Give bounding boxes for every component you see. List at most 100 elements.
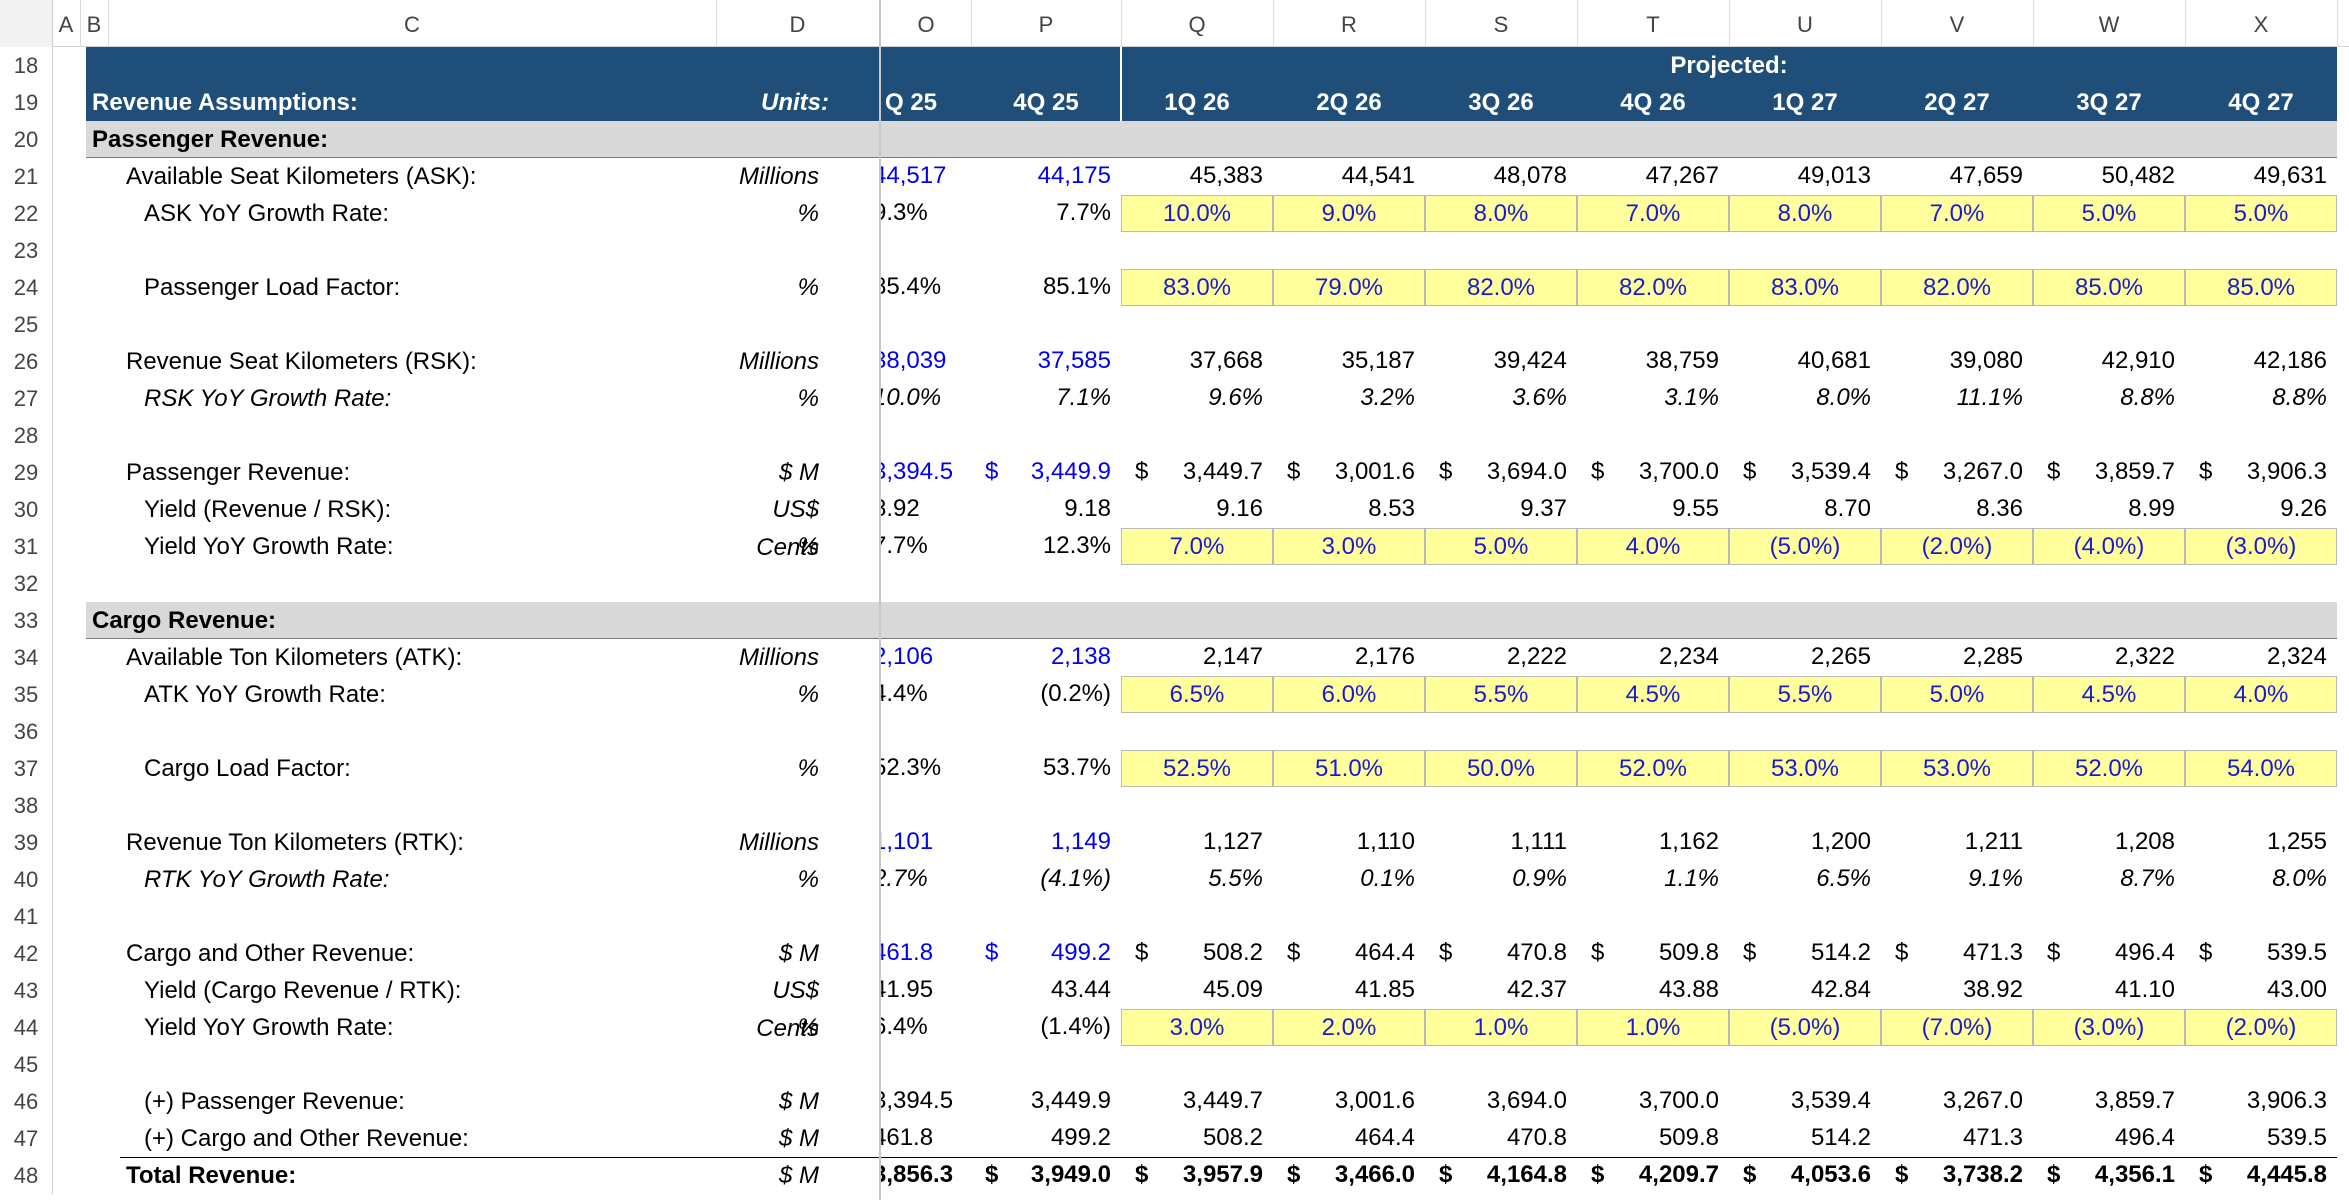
input-cell[interactable]: 1.0% [1577,1009,1729,1046]
input-cell[interactable]: 10.0% [1121,195,1273,232]
cell-value: 3,449.7 [1182,1087,1263,1114]
input-cell[interactable]: 2.0% [1273,1009,1425,1046]
input-cell[interactable]: 5.0% [2185,195,2337,232]
row-number-43[interactable]: 43 [0,972,53,1009]
column-header-x[interactable]: X [2185,0,2338,47]
column-header-w[interactable]: W [2033,0,2186,47]
row-number-26[interactable]: 26 [0,343,53,380]
row-number-47[interactable]: 47 [0,1120,53,1157]
row-number-23[interactable]: 23 [0,232,53,269]
cell-value: 3.2% [1360,384,1415,411]
row-number-45[interactable]: 45 [0,1046,53,1083]
input-cell[interactable]: 52.0% [1577,750,1729,787]
input-cell[interactable]: (7.0%) [1881,1009,2033,1046]
input-cell[interactable]: (2.0%) [2185,1009,2337,1046]
input-cell[interactable]: 6.5% [1121,676,1273,713]
input-cell[interactable]: 54.0% [2185,750,2337,787]
row-number-33[interactable]: 33 [0,602,53,639]
input-cell[interactable]: (4.0%) [2033,528,2185,565]
input-cell[interactable]: (2.0%) [1881,528,2033,565]
row-number-31[interactable]: 31 [0,528,53,565]
value-cell: 10.0% [881,380,971,417]
row-number-28[interactable]: 28 [0,417,53,454]
input-cell[interactable]: 6.0% [1273,676,1425,713]
column-header-b[interactable]: B [80,0,109,47]
row-number-24[interactable]: 24 [0,269,53,306]
row-number-21[interactable]: 21 [0,158,53,195]
column-header-a[interactable]: A [52,0,81,47]
input-cell[interactable]: 83.0% [1729,269,1881,306]
input-cell[interactable]: 5.5% [1729,676,1881,713]
input-cell[interactable]: 5.5% [1425,676,1577,713]
input-cell[interactable]: 50.0% [1425,750,1577,787]
input-cell[interactable]: 3.0% [1121,1009,1273,1046]
input-cell[interactable]: 1.0% [1425,1009,1577,1046]
input-cell[interactable]: 4.5% [2033,676,2185,713]
input-cell[interactable]: (5.0%) [1729,528,1881,565]
row-number-34[interactable]: 34 [0,639,53,676]
column-header-q[interactable]: Q [1121,0,1274,47]
input-cell[interactable]: 85.0% [2185,269,2337,306]
row-number-36[interactable]: 36 [0,713,53,750]
column-header-v[interactable]: V [1881,0,2034,47]
column-header-t[interactable]: T [1577,0,1730,47]
input-cell[interactable]: 82.0% [1577,269,1729,306]
input-cell[interactable]: 9.0% [1273,195,1425,232]
input-cell[interactable]: 79.0% [1273,269,1425,306]
column-header-p[interactable]: P [971,0,1122,47]
input-cell[interactable]: 53.0% [1881,750,2033,787]
input-cell[interactable]: 5.0% [1881,676,2033,713]
column-header-u[interactable]: U [1729,0,1882,47]
column-header-r[interactable]: R [1273,0,1426,47]
row-number-37[interactable]: 37 [0,750,53,787]
cell-value: 50,482 [2101,162,2175,189]
input-cell[interactable]: 4.0% [1577,528,1729,565]
input-cell[interactable]: 3.0% [1273,528,1425,565]
row-number-32[interactable]: 32 [0,565,53,602]
column-header-c[interactable]: C [108,0,717,47]
row-number-41[interactable]: 41 [0,898,53,935]
column-header-o[interactable]: O [881,0,972,47]
input-cell[interactable]: 8.0% [1425,195,1577,232]
row-number-19[interactable]: 19 [0,84,53,121]
input-cell[interactable]: (5.0%) [1729,1009,1881,1046]
row-number-30[interactable]: 30 [0,491,53,528]
row-number-20[interactable]: 20 [0,121,53,158]
input-cell[interactable]: 52.5% [1121,750,1273,787]
input-cell[interactable]: 8.0% [1729,195,1881,232]
input-cell[interactable]: 53.0% [1729,750,1881,787]
row-number-18[interactable]: 18 [0,47,53,84]
input-cell[interactable]: 82.0% [1881,269,2033,306]
row-number-48[interactable]: 48 [0,1157,53,1194]
input-cell[interactable]: (3.0%) [2185,528,2337,565]
input-cell[interactable]: 52.0% [2033,750,2185,787]
input-cell[interactable]: 7.0% [1121,528,1273,565]
row-number-27[interactable]: 27 [0,380,53,417]
row-number-38[interactable]: 38 [0,787,53,824]
row-number-42[interactable]: 42 [0,935,53,972]
column-header-s[interactable]: S [1425,0,1578,47]
input-cell[interactable]: 85.0% [2033,269,2185,306]
row-number-22[interactable]: 22 [0,195,53,232]
row-number-39[interactable]: 39 [0,824,53,861]
input-cell[interactable]: (3.0%) [2033,1009,2185,1046]
dollar-sign: $ [1439,458,1453,485]
input-cell[interactable]: 7.0% [1881,195,2033,232]
cell-value: 8.8% [2120,384,2175,411]
select-all-corner[interactable] [0,0,53,47]
row-number-46[interactable]: 46 [0,1083,53,1120]
input-cell[interactable]: 4.5% [1577,676,1729,713]
input-cell[interactable]: 82.0% [1425,269,1577,306]
input-cell[interactable]: 5.0% [2033,195,2185,232]
input-cell[interactable]: 51.0% [1273,750,1425,787]
row-number-40[interactable]: 40 [0,861,53,898]
input-cell[interactable]: 7.0% [1577,195,1729,232]
row-number-35[interactable]: 35 [0,676,53,713]
input-cell[interactable]: 83.0% [1121,269,1273,306]
input-cell[interactable]: 5.0% [1425,528,1577,565]
input-cell[interactable]: 4.0% [2185,676,2337,713]
column-header-d[interactable]: D [716,0,880,47]
row-number-25[interactable]: 25 [0,306,53,343]
row-number-29[interactable]: 29 [0,454,53,491]
row-number-44[interactable]: 44 [0,1009,53,1046]
